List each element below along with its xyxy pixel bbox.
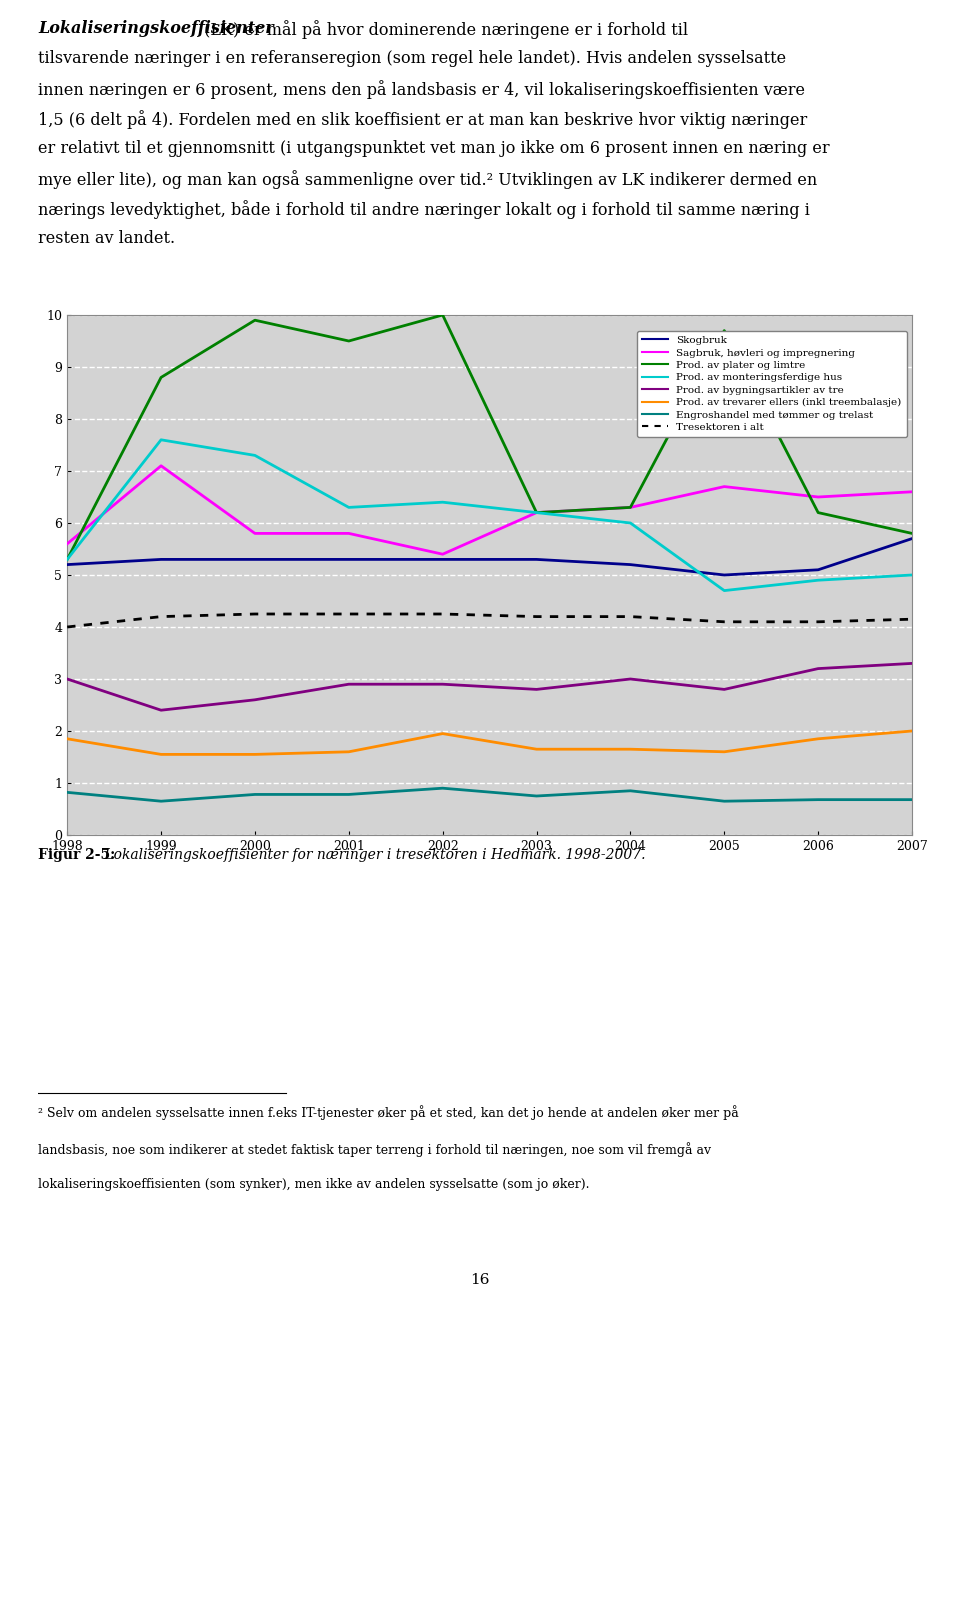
- Text: landsbasis, noe som indikerer at stedet faktisk taper terreng i forhold til næri: landsbasis, noe som indikerer at stedet …: [38, 1142, 711, 1156]
- Text: lokaliseringskoeffisienten (som synker), men ikke av andelen sysselsatte (som jo: lokaliseringskoeffisienten (som synker),…: [38, 1179, 589, 1191]
- Legend: Skogbruk, Sagbruk, høvleri og impregnering, Prod. av plater og limtre, Prod. av : Skogbruk, Sagbruk, høvleri og impregneri…: [636, 331, 907, 438]
- Text: nærings levedyktighet, både i forhold til andre næringer lokalt og i forhold til: nærings levedyktighet, både i forhold ti…: [38, 200, 810, 219]
- Text: Lokaliseringskoeffisienter: Lokaliseringskoeffisienter: [38, 21, 274, 37]
- Text: mye eller lite), og man kan også sammenligne over tid.² Utviklingen av LK indike: mye eller lite), og man kan også sammenl…: [38, 169, 818, 188]
- Text: ² Selv om andelen sysselsatte innen f.eks IT-tjenester øker på et sted, kan det : ² Selv om andelen sysselsatte innen f.ek…: [38, 1105, 739, 1121]
- Text: Lokaliseringskoeffisienter for næringer i tresektoren i Hedmark. 1998-2007.: Lokaliseringskoeffisienter for næringer …: [100, 848, 646, 862]
- Text: 16: 16: [470, 1273, 490, 1287]
- Text: tilsvarende næringer i en referanseregion (som regel hele landet). Hvis andelen : tilsvarende næringer i en referanseregio…: [38, 50, 786, 67]
- Text: resten av landet.: resten av landet.: [38, 230, 176, 248]
- Text: (LK) er mål på hvor dominerende næringene er i forhold til: (LK) er mål på hvor dominerende næringen…: [199, 21, 688, 38]
- Text: 1,5 (6 delt på 4). Fordelen med en slik koeffisient er at man kan beskrive hvor : 1,5 (6 delt på 4). Fordelen med en slik …: [38, 110, 807, 129]
- Text: er relativt til et gjennomsnitt (i utgangspunktet vet man jo ikke om 6 prosent i: er relativt til et gjennomsnitt (i utgan…: [38, 141, 830, 157]
- Text: Figur 2-5:: Figur 2-5:: [38, 848, 115, 862]
- Text: innen næringen er 6 prosent, mens den på landsbasis er 4, vil lokaliseringskoeff: innen næringen er 6 prosent, mens den på…: [38, 80, 805, 99]
